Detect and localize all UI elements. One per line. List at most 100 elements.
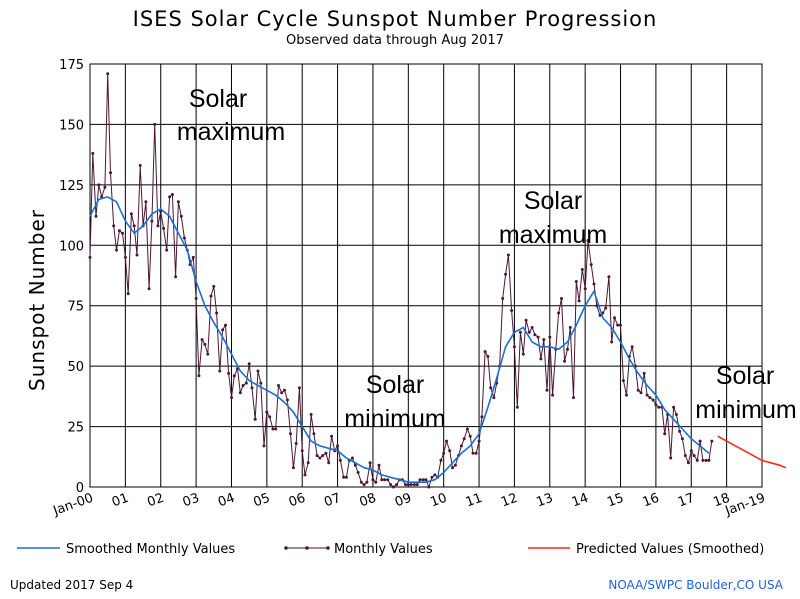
data-point: [392, 485, 395, 489]
data-point: [206, 352, 210, 356]
data-point: [324, 451, 328, 455]
data-point: [318, 456, 322, 460]
data-point: [103, 185, 107, 189]
x-tick-label: 09: [393, 491, 414, 511]
data-point: [430, 475, 434, 479]
data-point: [191, 255, 195, 259]
data-point: [147, 287, 151, 291]
x-tick-labels: Jan-00 01 02 03 04 05 06 07 08 09 10 11 12 13 14 15 16 17…: [51, 491, 768, 520]
data-point: [330, 434, 334, 438]
data-point: [179, 214, 183, 218]
data-point: [117, 229, 121, 233]
data-point: [285, 398, 289, 402]
data-point: [374, 480, 378, 484]
data-point: [427, 485, 431, 489]
legend-monthly-swatch: [284, 546, 330, 550]
data-point: [371, 478, 375, 482]
series-line-smoothed-monthly-values: [89, 196, 710, 484]
data-point: [262, 444, 266, 448]
data-point: [406, 483, 410, 487]
series-monthly-values: [88, 72, 714, 489]
data-point: [465, 427, 469, 431]
data-point: [338, 458, 342, 462]
data-point: [415, 483, 419, 487]
data-point: [645, 393, 649, 397]
data-point: [162, 226, 166, 230]
data-point: [353, 463, 357, 467]
data-point: [97, 183, 101, 187]
data-point: [625, 393, 628, 397]
x-tick-label: 13: [534, 491, 555, 511]
data-point: [356, 471, 360, 474]
y-tick-label: 175: [59, 58, 84, 73]
x-tick-label: 05: [252, 491, 273, 511]
data-point: [616, 323, 620, 327]
data-point: [651, 398, 655, 402]
data-point: [521, 352, 525, 356]
annotation-min2-line1: Solar: [716, 362, 774, 390]
x-tick-label: 14: [570, 491, 591, 511]
x-tick-label: 18: [711, 491, 732, 511]
data-point: [297, 386, 301, 390]
data-point: [123, 255, 127, 259]
data-point: [389, 483, 393, 487]
data-point: [686, 461, 690, 465]
data-point: [327, 461, 331, 465]
data-point: [566, 347, 569, 351]
x-tick-label: Jan-00: [51, 491, 96, 520]
x-tick-label: 12: [499, 491, 520, 511]
data-point: [707, 458, 711, 462]
data-point: [362, 483, 366, 487]
data-point: [672, 405, 676, 409]
data-point: [674, 413, 678, 416]
annotation-max1: Solar maximum: [177, 85, 285, 146]
data-point: [291, 466, 295, 470]
data-point: [259, 381, 263, 385]
x-tick-label: 06: [287, 491, 308, 511]
data-point: [109, 171, 112, 175]
data-point: [200, 338, 204, 342]
data-point: [212, 284, 216, 288]
data-point: [607, 275, 611, 279]
data-point: [669, 456, 673, 460]
data-point: [232, 374, 236, 378]
y-tick-label: 25: [67, 421, 84, 436]
legend-smoothed-label: Smoothed Monthly Values: [66, 542, 235, 557]
data-point: [344, 475, 348, 479]
data-point: [377, 463, 381, 467]
data-point: [176, 200, 180, 204]
annotation-min2: Solar minimum: [695, 362, 796, 424]
data-point: [586, 239, 590, 242]
legend-monthly-label: Monthly Values: [334, 542, 433, 557]
x-tick-label: 08: [358, 491, 379, 511]
data-point: [88, 255, 92, 259]
data-point: [604, 306, 608, 310]
data-point: [642, 371, 646, 375]
data-point: [412, 483, 416, 487]
data-point: [197, 374, 201, 378]
data-point: [648, 396, 652, 400]
data-series: [88, 72, 787, 489]
data-point: [619, 323, 622, 327]
data-point: [174, 275, 178, 279]
data-point: [194, 297, 198, 300]
data-point: [533, 333, 537, 337]
x-tick-label: 03: [181, 491, 202, 511]
data-point: [680, 437, 684, 441]
data-point: [386, 478, 390, 482]
data-point: [695, 458, 699, 462]
data-point: [221, 328, 225, 332]
data-point: [380, 478, 384, 482]
data-point: [701, 458, 705, 462]
annotation-min1: Solar minimum: [344, 371, 445, 433]
data-point: [309, 413, 313, 416]
data-point: [238, 391, 242, 395]
data-point: [477, 439, 481, 443]
data-point: [598, 313, 602, 317]
data-point: [383, 478, 387, 482]
data-point: [277, 384, 280, 387]
data-point: [121, 231, 124, 235]
data-point: [654, 403, 658, 407]
data-point: [610, 340, 614, 344]
